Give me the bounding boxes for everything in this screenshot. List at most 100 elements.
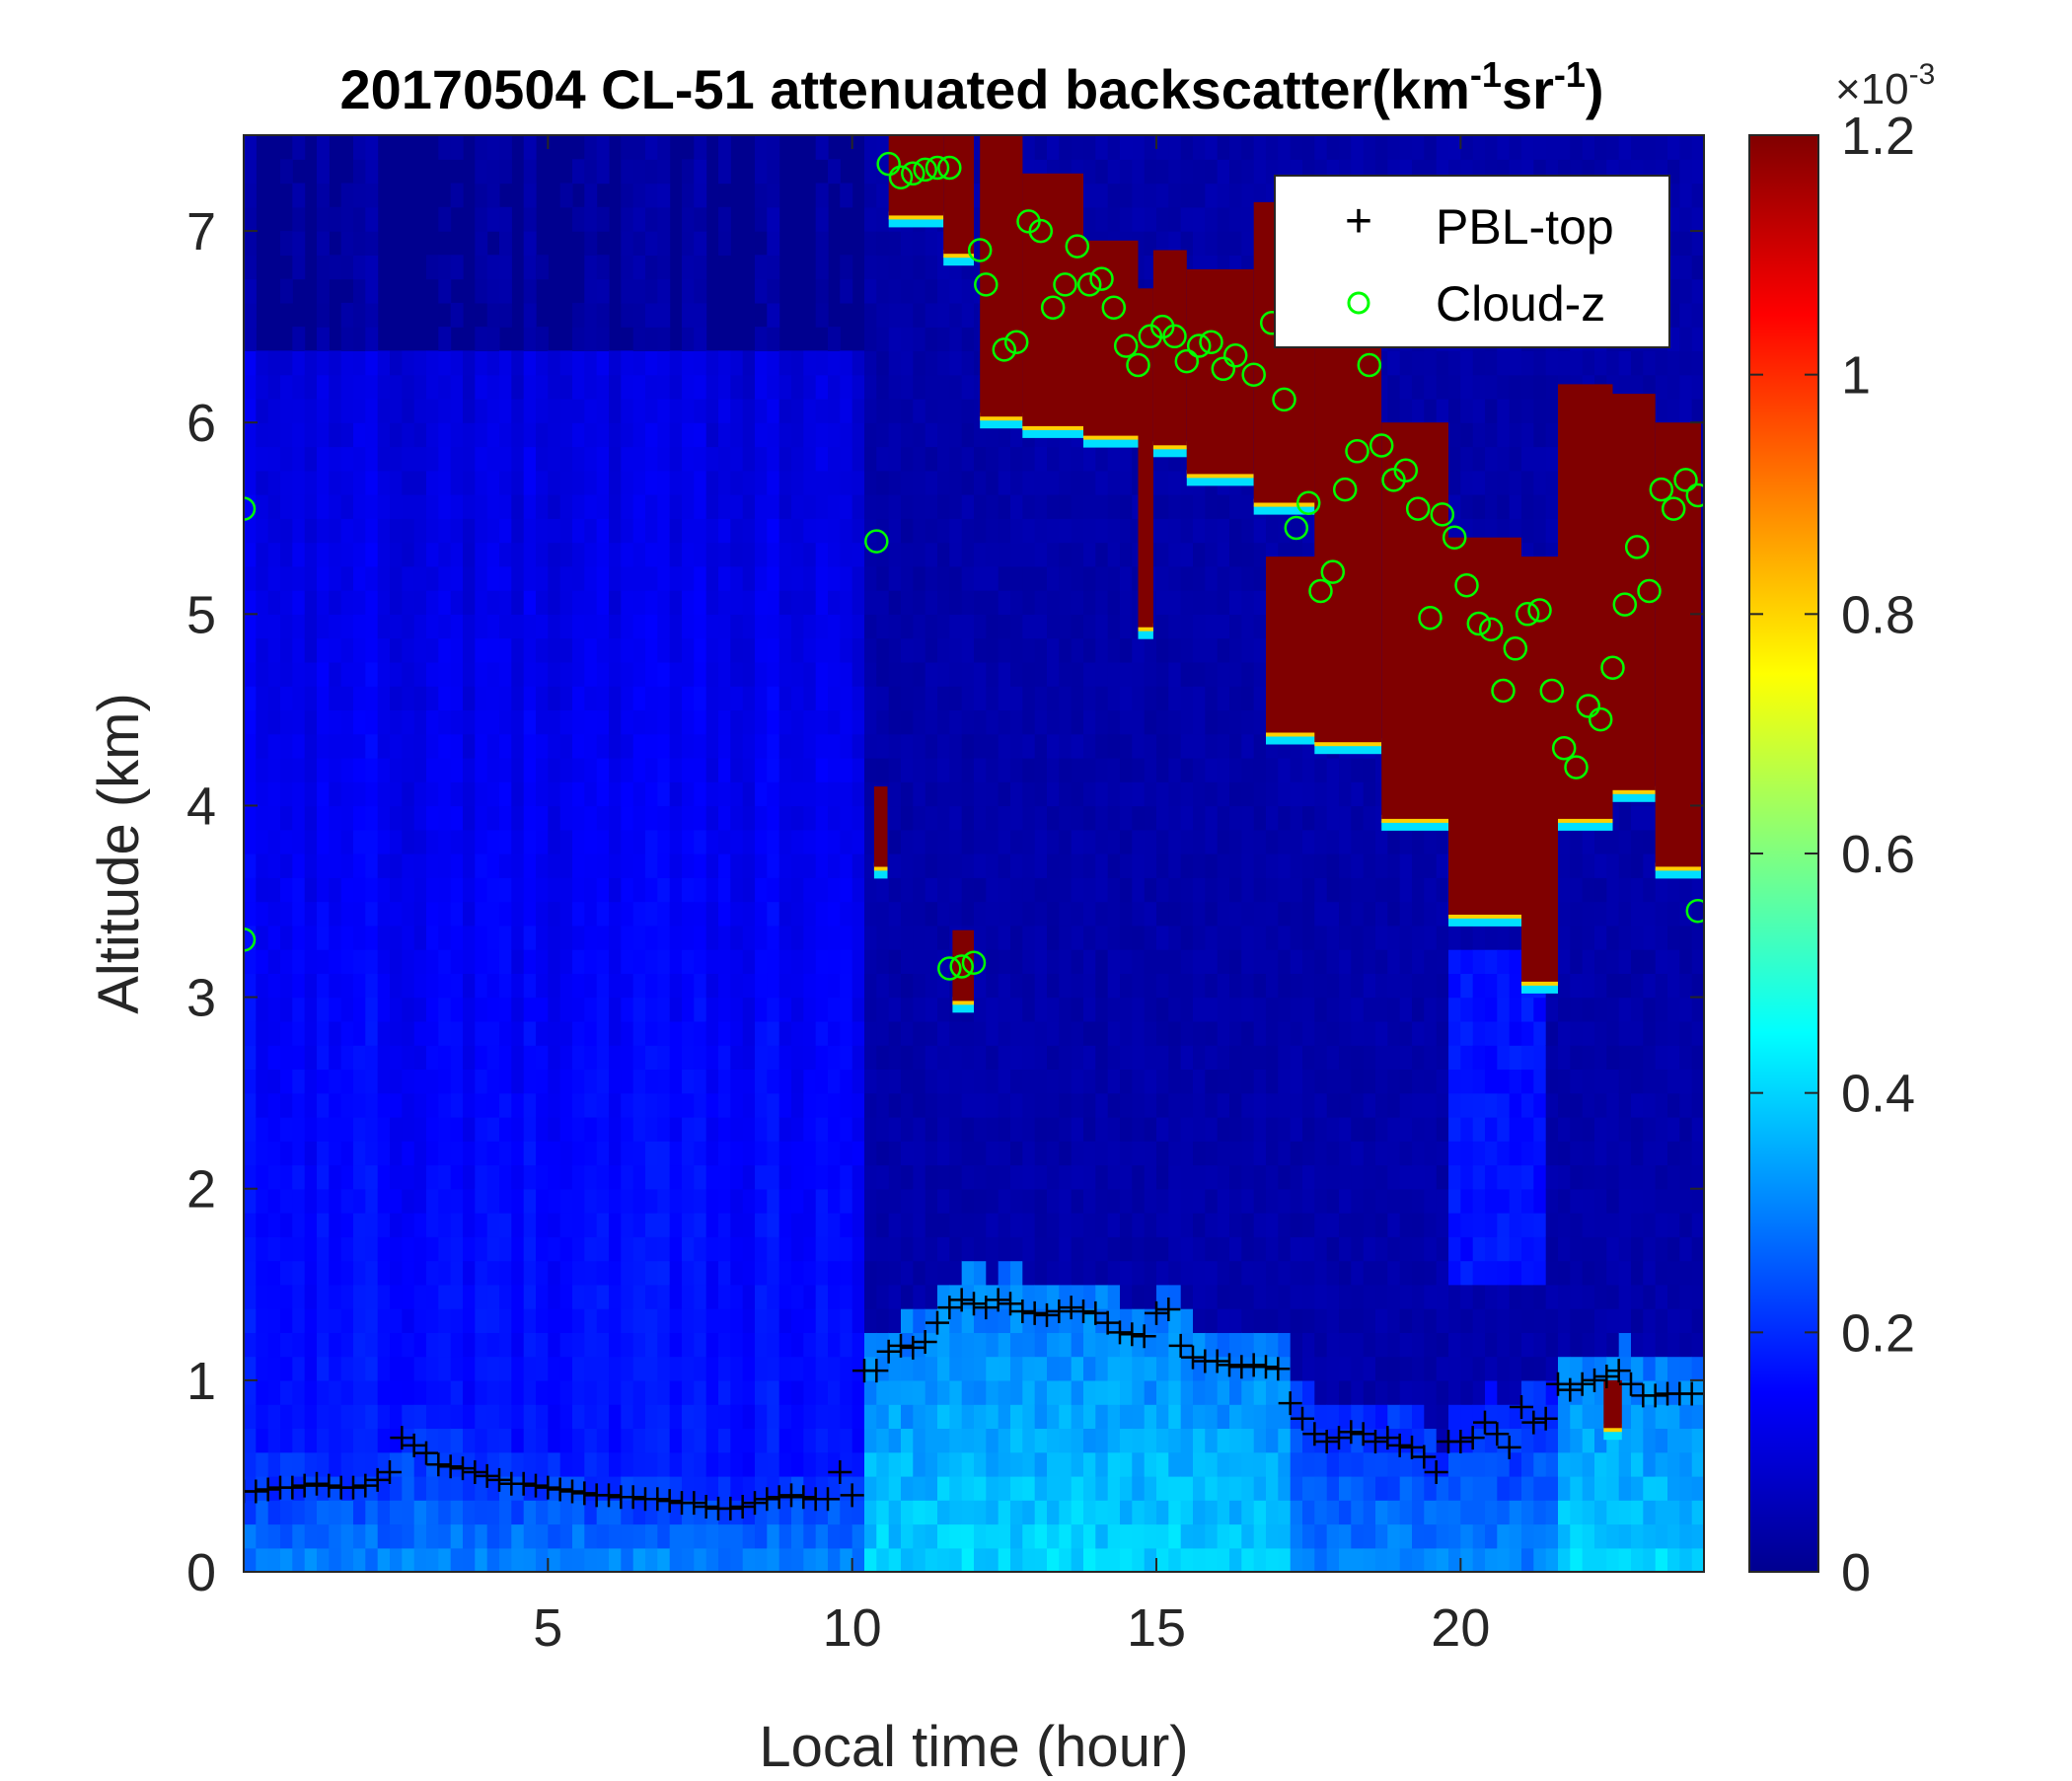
heatmap-cell [329, 781, 342, 807]
heatmap-cell [694, 997, 707, 1022]
heatmap-cell [1241, 1213, 1255, 1237]
heatmap-cell [961, 565, 975, 591]
heatmap-cell [694, 135, 707, 160]
heatmap-cell [669, 853, 683, 878]
heatmap-cell [1083, 925, 1096, 950]
heatmap-cell [828, 542, 841, 567]
heatmap-cell [803, 709, 817, 735]
heatmap-cell [244, 1020, 257, 1046]
heatmap-cell [1095, 1284, 1109, 1309]
heatmap-cell [669, 470, 683, 495]
heatmap-cell [864, 997, 877, 1022]
heatmap-cell [1241, 159, 1255, 185]
heatmap-cell [645, 1164, 658, 1190]
heatmap-cell [1010, 1379, 1023, 1405]
heatmap-cell [1095, 1141, 1109, 1166]
heatmap-cell [1083, 1069, 1096, 1094]
heatmap-cell [961, 1069, 975, 1094]
heatmap-cell [256, 1379, 269, 1405]
heatmap-cell [377, 565, 391, 591]
heatmap-cell [1205, 1451, 1219, 1477]
heatmap-cell [705, 1092, 719, 1118]
heatmap-cell [329, 1284, 342, 1309]
heatmap-cell [329, 350, 342, 376]
heatmap-cell [645, 1451, 658, 1477]
heatmap-cell [1156, 206, 1169, 232]
heatmap-cell [596, 1045, 610, 1070]
heatmap-cell [377, 686, 391, 710]
heatmap-cell [256, 1213, 269, 1237]
heatmap-cell [803, 877, 817, 903]
heatmap-cell [548, 1379, 561, 1405]
heatmap-cell [791, 374, 804, 400]
heatmap-cell [937, 877, 950, 903]
heatmap-cell [1083, 1379, 1096, 1405]
heatmap-cell [609, 1379, 622, 1405]
heatmap-cell [632, 565, 646, 591]
heatmap-cell [523, 470, 537, 495]
heatmap-cell [609, 1523, 622, 1549]
heatmap-cell [353, 901, 366, 927]
heatmap-cell [755, 781, 768, 807]
heatmap-cell [1059, 1475, 1073, 1501]
heatmap-cell [256, 1020, 269, 1046]
heatmap-cell [1144, 135, 1157, 160]
heatmap-cell [974, 470, 987, 495]
heatmap-cell [815, 733, 829, 759]
heatmap-cell [402, 1523, 415, 1549]
heatmap-cell [1120, 853, 1133, 878]
heatmap-cell [840, 565, 853, 591]
heatmap-cell [1010, 1404, 1023, 1429]
heatmap-cell [1180, 877, 1194, 903]
heatmap-cell [1144, 1141, 1157, 1166]
heatmap-cell [1278, 997, 1292, 1022]
heatmap-cell [402, 1188, 415, 1214]
heatmap-cell [609, 1284, 622, 1309]
heatmap-cell [669, 829, 683, 854]
heatmap-cell [778, 1308, 792, 1333]
heatmap-cell [426, 614, 439, 639]
heatmap-cell [1083, 183, 1096, 208]
heatmap-cell [1217, 829, 1230, 854]
heatmap-cell [778, 374, 792, 400]
heatmap-cell [1132, 159, 1146, 185]
heatmap-cell [365, 1308, 379, 1333]
heatmap-cell [329, 590, 342, 615]
heatmap-cell [767, 1428, 780, 1453]
heatmap-cell [1022, 1404, 1036, 1429]
heatmap-cell [998, 1404, 1011, 1429]
heatmap-cell [1071, 1332, 1084, 1358]
heatmap-cell [463, 590, 476, 615]
heatmap-cell [559, 350, 573, 376]
heatmap-cell [876, 590, 890, 615]
heatmap-cell [1022, 709, 1036, 735]
heatmap-cell [937, 350, 950, 376]
heatmap-cell [329, 374, 342, 400]
heatmap-cell [961, 302, 975, 328]
heatmap-cell [426, 542, 439, 567]
heatmap-cell [463, 709, 476, 735]
heatmap-cell [390, 1332, 403, 1358]
heatmap-cell [840, 470, 853, 495]
heatmap-cell [572, 1308, 585, 1333]
heatmap-cell [244, 1523, 257, 1549]
heatmap-cell [1144, 805, 1157, 831]
heatmap-cell [1034, 1116, 1048, 1142]
heatmap-cell [961, 709, 975, 735]
heatmap-cell [1168, 1092, 1182, 1118]
heatmap-cell [438, 1547, 452, 1572]
heatmap-cell [548, 1332, 561, 1358]
heatmap-cell [828, 1092, 841, 1118]
heatmap-cell [851, 1236, 865, 1262]
heatmap-cell [1205, 1213, 1219, 1237]
heatmap-cell [402, 973, 415, 999]
heatmap-cell [876, 973, 890, 999]
heatmap-cell [609, 686, 622, 710]
heatmap-cell [1132, 949, 1146, 974]
heatmap-cell [925, 973, 938, 999]
heatmap-cell [596, 206, 610, 232]
title-text-mid: sr [1502, 58, 1554, 120]
heatmap-cell [267, 1045, 281, 1070]
heatmap-cell [353, 1379, 366, 1405]
heatmap-cell [572, 327, 585, 351]
